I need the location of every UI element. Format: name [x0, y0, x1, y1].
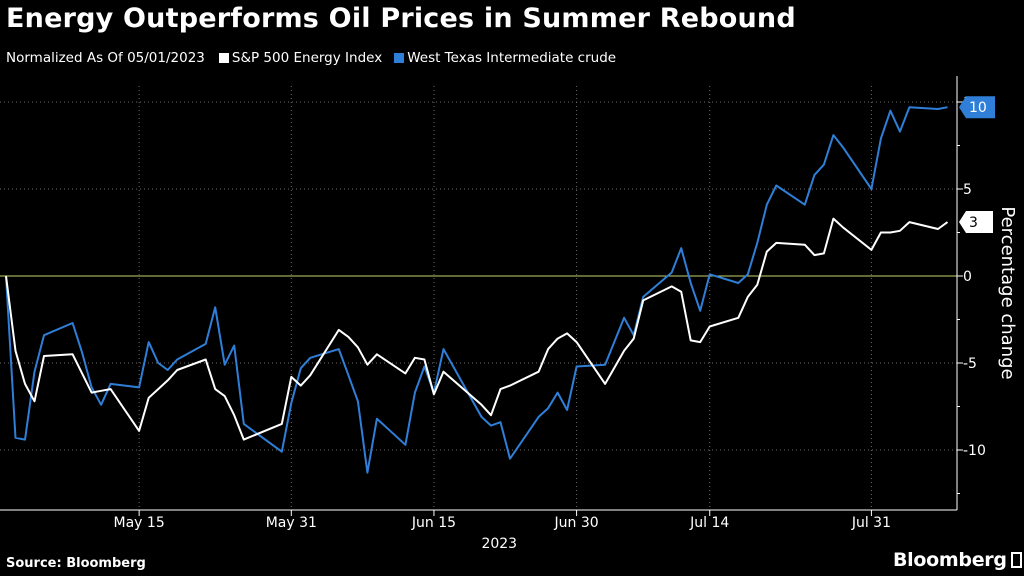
x-tick-label: Jul 14	[689, 515, 729, 531]
brand-box-icon	[1010, 552, 1022, 568]
y-tick-label: -5	[963, 356, 977, 372]
x-tick-label: Jun 30	[554, 515, 599, 531]
end-label-box-energy	[959, 211, 993, 234]
legend-item-energy: S&P 500 Energy Index	[218, 50, 383, 66]
y-tick-label: 5	[963, 182, 972, 198]
y-tick-label: -10	[963, 443, 986, 459]
chart-title: Energy Outperforms Oil Prices in Summer …	[6, 3, 796, 34]
y-axis-title: Percentage change	[997, 206, 1018, 379]
subtitle-legend-row: Normalized As Of 05/01/2023 S&P 500 Ener…	[6, 50, 616, 66]
chart-grid	[0, 86, 957, 510]
x-tick-label: May 15	[114, 515, 165, 531]
chart-series	[5, 106, 949, 474]
x-tick-label: Jun 15	[411, 515, 456, 531]
x-axis-year-label: 2023	[481, 536, 517, 552]
source-note: Source: Bloomberg	[6, 556, 146, 571]
legend-label-energy: S&P 500 Energy Index	[231, 50, 383, 66]
series-line-wti	[5, 106, 948, 474]
end-label-wti: 10	[969, 100, 987, 116]
bloomberg-logo: Bloomberg	[893, 549, 1022, 571]
legend-swatch-wti	[394, 53, 405, 63]
x-axis: May 15 May 31 Jun 15 Jun 30 Jul 14 Jul 31	[0, 509, 957, 531]
legend-swatch-energy	[218, 53, 229, 63]
x-tick-label: May 31	[266, 515, 317, 531]
end-labels: 3 10	[959, 96, 995, 234]
y-tick-label: 0	[963, 269, 972, 285]
legend-label-wti: West Texas Intermediate crude	[407, 50, 617, 66]
y-axis: -10 -5 0 5 10	[956, 76, 986, 510]
end-label-box-wti	[959, 96, 995, 119]
brand-name: Bloomberg	[893, 549, 1007, 571]
x-tick-label: Jul 31	[851, 515, 891, 531]
series-line-energy	[5, 217, 949, 441]
end-label-energy: 3	[969, 215, 978, 231]
legend-item-wti: West Texas Intermediate crude	[394, 50, 616, 66]
chart-subtitle: Normalized As Of 05/01/2023	[6, 50, 205, 66]
